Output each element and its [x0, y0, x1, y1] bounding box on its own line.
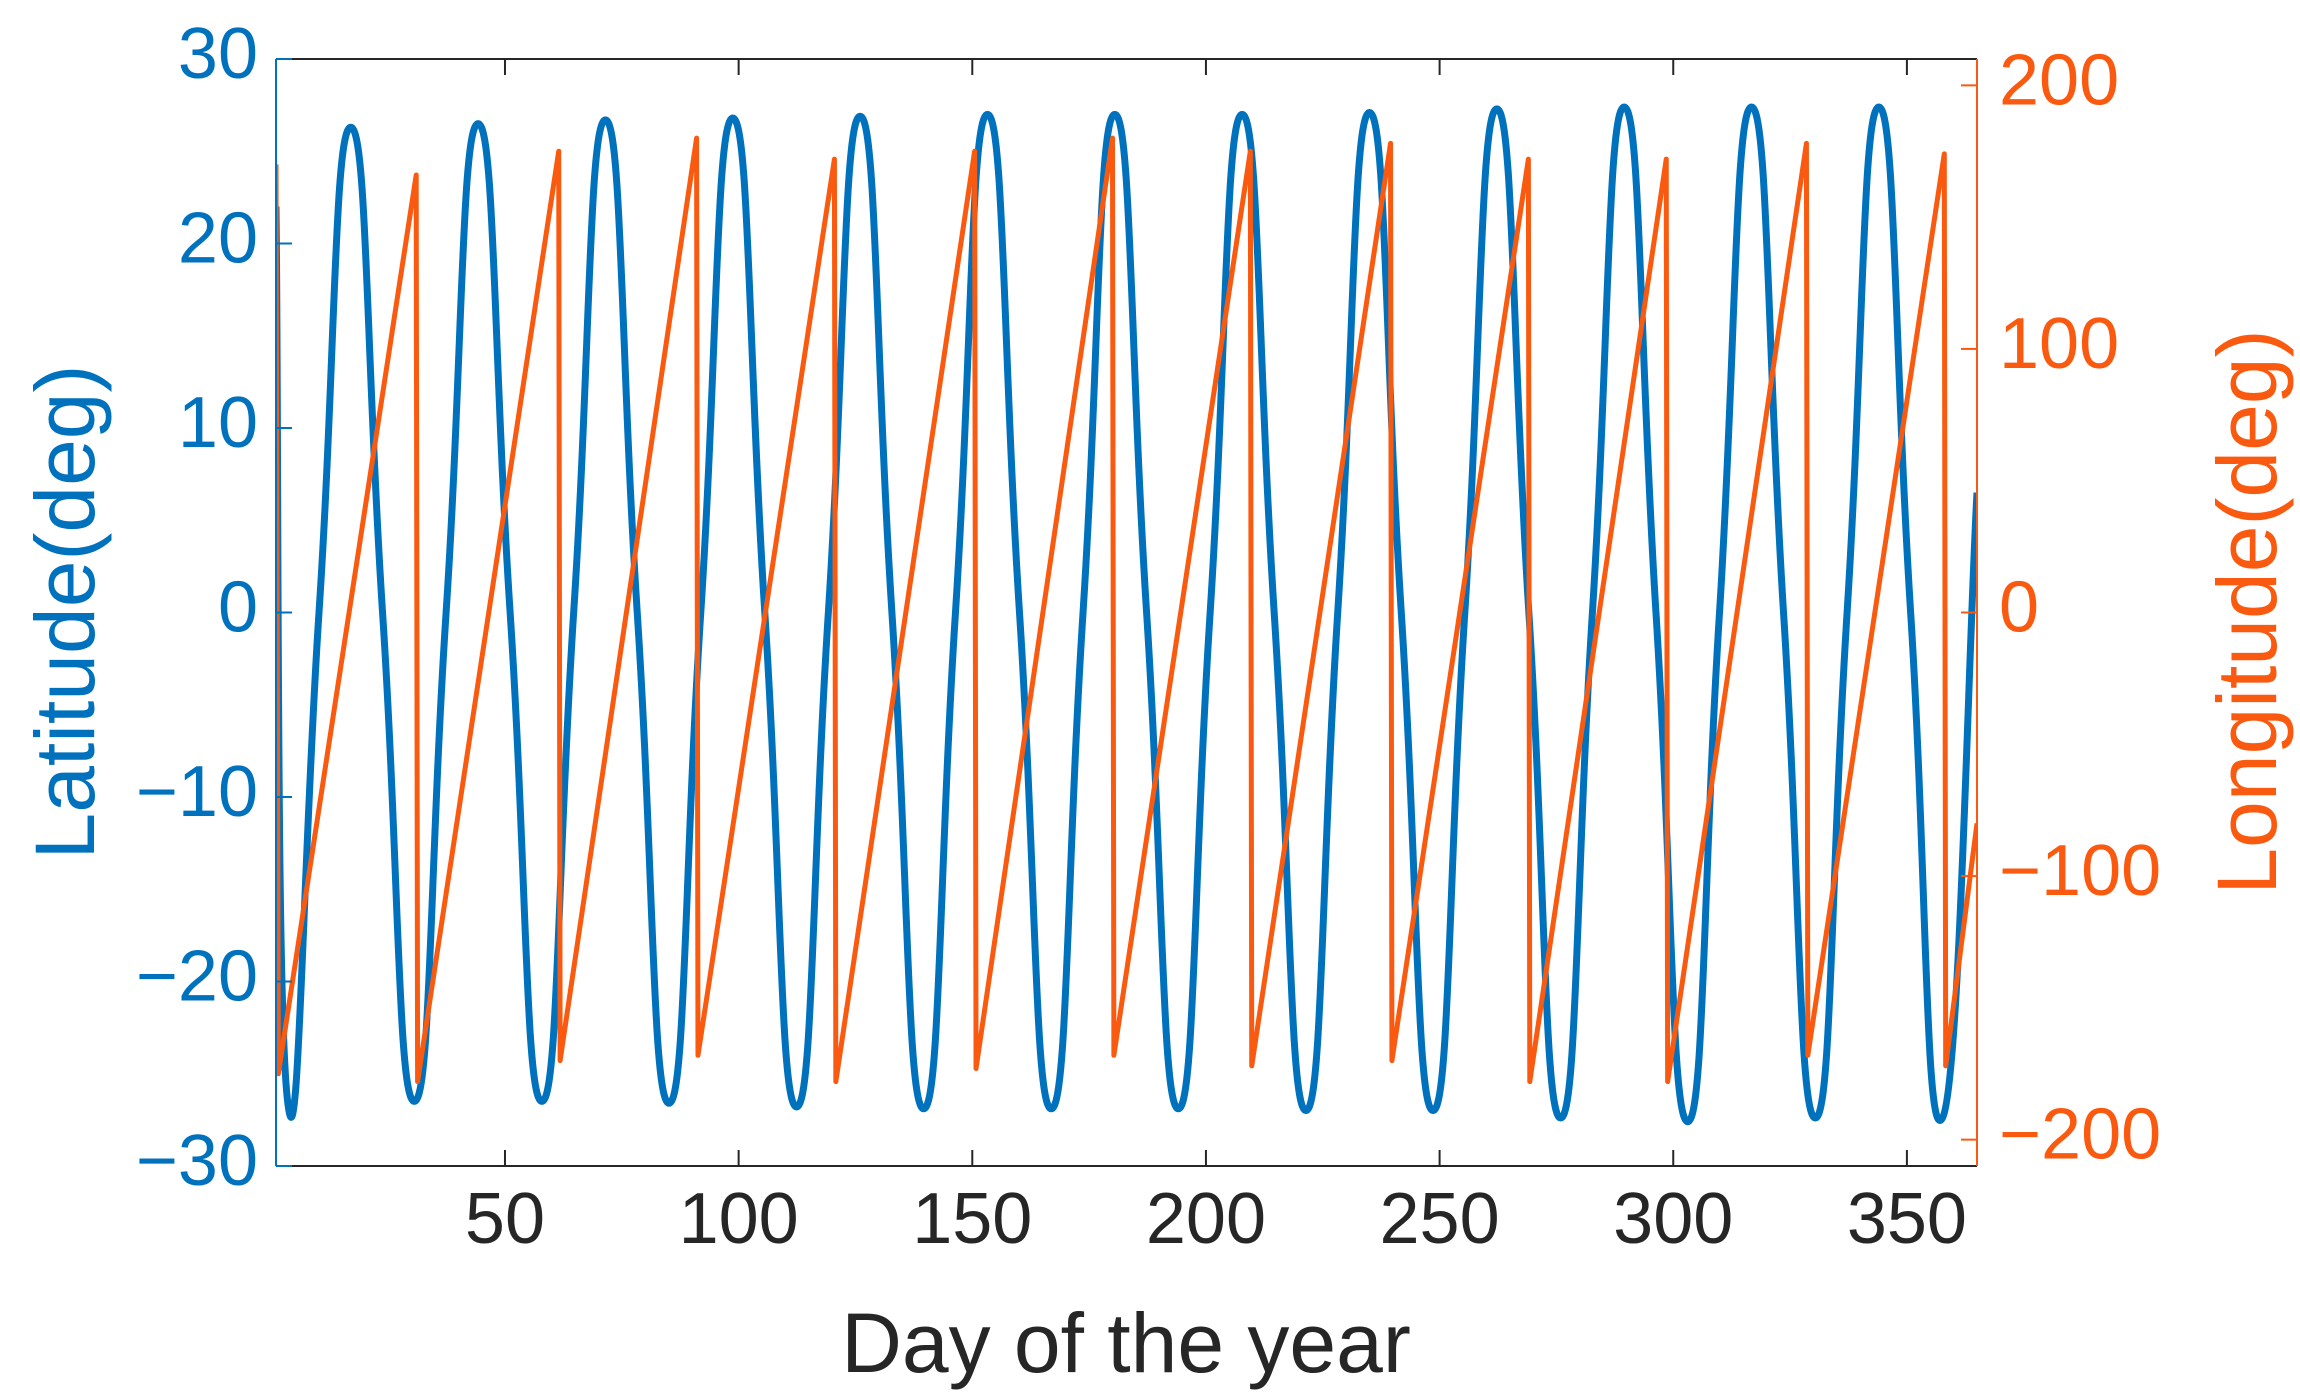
y-tick-label: 30 [178, 14, 258, 94]
x-tick-label: 250 [1380, 1179, 1500, 1259]
y2-axis-label: Longitude(deg) [2200, 329, 2294, 894]
y2-tick-label: 200 [1999, 40, 2119, 120]
y2-tick-label: 100 [1999, 304, 2119, 384]
x-axis-label: Day of the year [841, 1296, 1411, 1390]
y-tick-label: −20 [136, 937, 258, 1017]
x-tick-label: 150 [912, 1179, 1032, 1259]
y-tick-label: 20 [178, 199, 258, 279]
y2-tick-label: −100 [1999, 831, 2161, 911]
y-tick-label: −30 [136, 1121, 258, 1201]
x-tick-label: 50 [465, 1179, 545, 1259]
y-axis-label: Latitude(deg) [18, 364, 112, 859]
x-tick-label: 200 [1146, 1179, 1266, 1259]
y-tick-label: −10 [136, 752, 258, 832]
x-tick-label: 300 [1613, 1179, 1733, 1259]
x-tick-label: 350 [1847, 1179, 1967, 1259]
y-tick-label: 10 [178, 383, 258, 463]
y2-tick-label: −200 [1999, 1095, 2161, 1175]
latitude-line [276, 103, 1977, 1126]
longitude-line [276, 135, 1977, 1085]
x-tick-label: 100 [679, 1179, 799, 1259]
y2-tick-label: 0 [1999, 568, 2039, 648]
y-tick-label: 0 [218, 568, 258, 648]
lines [276, 103, 1977, 1126]
